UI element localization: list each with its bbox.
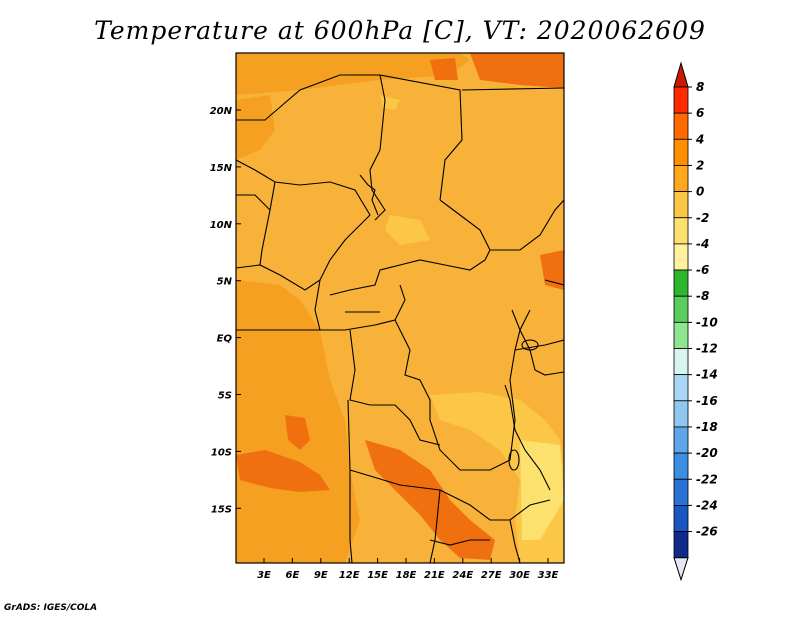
colorbar-top-cap [673, 61, 689, 88]
hot-region-south-2 [365, 440, 495, 560]
hot-region-south-3 [285, 415, 310, 450]
colorbar-label: -12 [696, 342, 718, 356]
colorbar-label: -2 [696, 211, 709, 225]
colorbar-label: -18 [696, 420, 718, 434]
chart-title: Temperature at 600hPa [C], VT: 202006260… [94, 16, 706, 45]
lon-label: 3E [257, 570, 271, 581]
lon-label: 6E [286, 570, 300, 581]
lon-label: 33E [538, 570, 559, 581]
lon-label: 9E [314, 570, 328, 581]
colorbar-label: 0 [696, 185, 704, 199]
colorbar-label: -14 [696, 368, 718, 382]
lon-label: 21E [424, 570, 445, 581]
colorbar-swatch [673, 321, 689, 349]
colorbar-label: -6 [696, 263, 709, 277]
colorbar-label: -10 [696, 315, 718, 329]
axis-ticks [236, 109, 549, 563]
lon-label: 24E [452, 570, 473, 581]
lat-label: 5N [217, 277, 233, 288]
lon-label: 27E [481, 570, 502, 581]
colorbar-swatch [673, 478, 689, 506]
colorbar-label: -24 [696, 498, 718, 512]
lon-label: 15E [367, 570, 388, 581]
lon-label: 18E [396, 570, 417, 581]
colorbar-label: -26 [696, 525, 718, 539]
colorbar-label: -4 [696, 237, 709, 251]
colorbar-swatch [673, 217, 689, 245]
colorbar-swatch [673, 86, 689, 114]
lon-label: 12E [339, 570, 360, 581]
colorbar: 8 6 4 2 0 -2 -4 -6 -8 -10 -12 -14 -16 -18 -20 -22 -24 -26 [673, 61, 718, 582]
lat-label: 15S [211, 504, 232, 515]
warm-region-north [236, 53, 470, 95]
colorbar-label: 8 [696, 80, 704, 94]
lat-label: 10S [211, 447, 232, 458]
colorbar-label: -16 [696, 394, 718, 408]
colorbar-label: -20 [696, 446, 718, 460]
colorbar-swatch [673, 165, 689, 192]
colorbar-swatch [673, 112, 689, 140]
colorbar-swatch [673, 295, 689, 323]
lat-label: 10N [210, 220, 233, 231]
colorbar-label: 6 [696, 106, 704, 120]
colorbar-swatch [673, 269, 689, 297]
temperature-field [236, 53, 564, 563]
map-frame [235, 52, 565, 564]
lat-label: 20N [210, 106, 233, 117]
colorbar-swatch [673, 243, 689, 271]
warm-region-west [236, 95, 275, 160]
colorbar-swatch [673, 426, 689, 454]
colorbar-label: -8 [696, 289, 709, 303]
colorbar-label: 2 [696, 158, 704, 172]
latitude-labels: 20N 15N 10N 5N EQ 5S 10S 15S [210, 106, 233, 515]
lat-label: EQ [217, 334, 233, 345]
colorbar-swatch [673, 400, 689, 428]
colorbar-swatch [673, 191, 689, 219]
country-borders [236, 74, 564, 563]
credit-text: GrADS: IGES/COLA [4, 603, 98, 613]
lon-label: 30E [509, 570, 530, 581]
colorbar-swatch [673, 374, 689, 402]
lat-label: 15N [210, 163, 233, 174]
colorbar-label: 4 [695, 132, 704, 146]
cool-region-southeast-2 [520, 440, 564, 540]
colorbar-swatch [673, 348, 689, 376]
colorbar-bottom-cap [673, 557, 689, 582]
colorbar-swatch [673, 531, 689, 559]
colorbar-label: -22 [696, 472, 718, 486]
hot-region-northeast [470, 53, 564, 88]
longitude-labels: 3E 6E 9E 12E 15E 18E 21E 24E 27E 30E 33E [257, 570, 558, 581]
hot-region-south-1 [236, 450, 330, 492]
cool-region-center [385, 215, 430, 245]
hot-region-northeast-2 [430, 58, 458, 80]
colorbar-swatch [673, 504, 689, 532]
lat-label: 5S [218, 391, 232, 402]
colorbar-swatch [673, 452, 689, 480]
colorbar-swatch [673, 138, 689, 166]
